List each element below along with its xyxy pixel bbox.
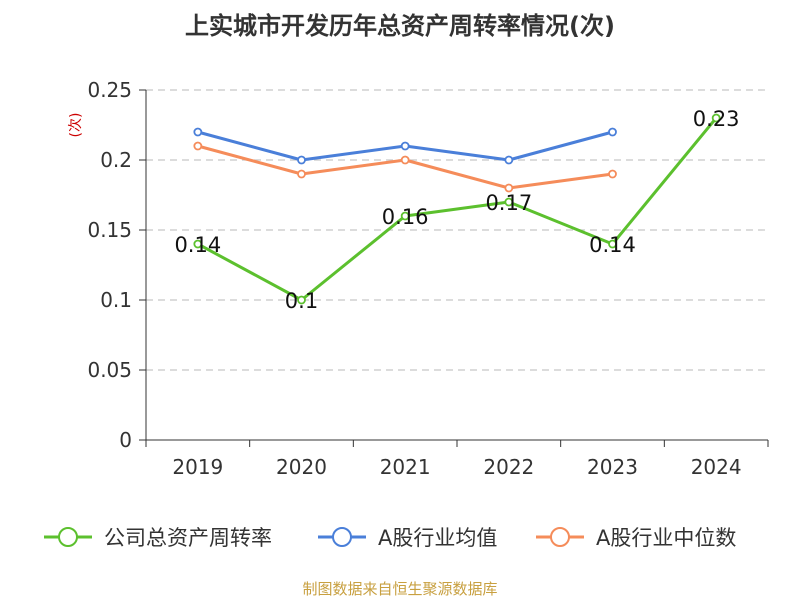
data-point xyxy=(504,155,514,165)
data-point xyxy=(711,113,721,123)
y-tick-label: 0.15 xyxy=(87,218,132,242)
y-tick-label: 0.1 xyxy=(100,288,132,312)
legend-item-2: A股行业中位数 xyxy=(536,526,736,550)
data-point xyxy=(608,127,617,137)
x-tick-label: 2019 xyxy=(172,455,223,479)
x-tick-label: 2020 xyxy=(276,455,327,479)
chart-title: 上实城市开发历年总资产周转率情况(次) xyxy=(185,12,615,40)
data-point xyxy=(608,239,617,249)
legend-item-1: A股行业均值 xyxy=(318,526,497,550)
axes: 0 0.05 0.1 0.15 0.2 0.25 2019 2020 2021 2022 2023 2… xyxy=(87,78,769,479)
legend-label: A股行业中位数 xyxy=(596,526,736,550)
series-line xyxy=(197,144,613,190)
legend-marker xyxy=(332,527,352,547)
data-label: 0.16 xyxy=(382,205,429,229)
data-label: 0.14 xyxy=(174,233,221,257)
data-point xyxy=(297,155,306,165)
data-point xyxy=(608,169,617,179)
legend-item-0: 公司总资产周转率 xyxy=(44,526,272,550)
data-point xyxy=(400,141,410,151)
x-tick-label: 2022 xyxy=(483,455,534,479)
series-1 xyxy=(193,127,617,165)
data-point xyxy=(504,183,514,193)
y-tick-label: 0.2 xyxy=(100,148,132,172)
series-layer xyxy=(193,113,721,305)
series-2 xyxy=(193,141,617,193)
y-tick-label: 0.05 xyxy=(87,358,132,382)
legend-marker xyxy=(550,527,570,547)
data-point xyxy=(297,169,306,179)
x-tick-label: 2021 xyxy=(380,455,431,479)
y-tick-label: 0.25 xyxy=(87,78,132,102)
data-label: 0.14 xyxy=(589,233,636,257)
source-note: 制图数据来自恒生聚源数据库 xyxy=(302,580,497,598)
data-point xyxy=(193,127,203,137)
legend-label: A股行业均值 xyxy=(378,526,497,550)
series-0 xyxy=(193,113,721,305)
legend-label: 公司总资产周转率 xyxy=(104,526,272,550)
data-label: 0.17 xyxy=(485,191,532,215)
x-tick-label: 2024 xyxy=(691,455,742,479)
data-point xyxy=(193,239,203,249)
y-tick-label: 0 xyxy=(119,428,132,452)
series-line xyxy=(197,117,718,302)
data-point xyxy=(297,295,306,305)
y-axis-label: (次) xyxy=(68,113,84,138)
data-point xyxy=(400,155,410,165)
legend: 公司总资产周转率 A股行业均值 A股行业中位数 xyxy=(44,526,736,550)
data-point xyxy=(504,197,514,207)
data-labels: 0.14 0.1 0.16 0.17 0.14 0.23 xyxy=(174,107,739,313)
data-point xyxy=(400,211,410,221)
data-label: 0.1 xyxy=(285,289,318,313)
x-tick-label: 2023 xyxy=(587,455,638,479)
data-point xyxy=(193,141,203,151)
data-label: 0.23 xyxy=(693,107,740,131)
legend-marker xyxy=(58,527,78,547)
grid xyxy=(146,89,768,371)
